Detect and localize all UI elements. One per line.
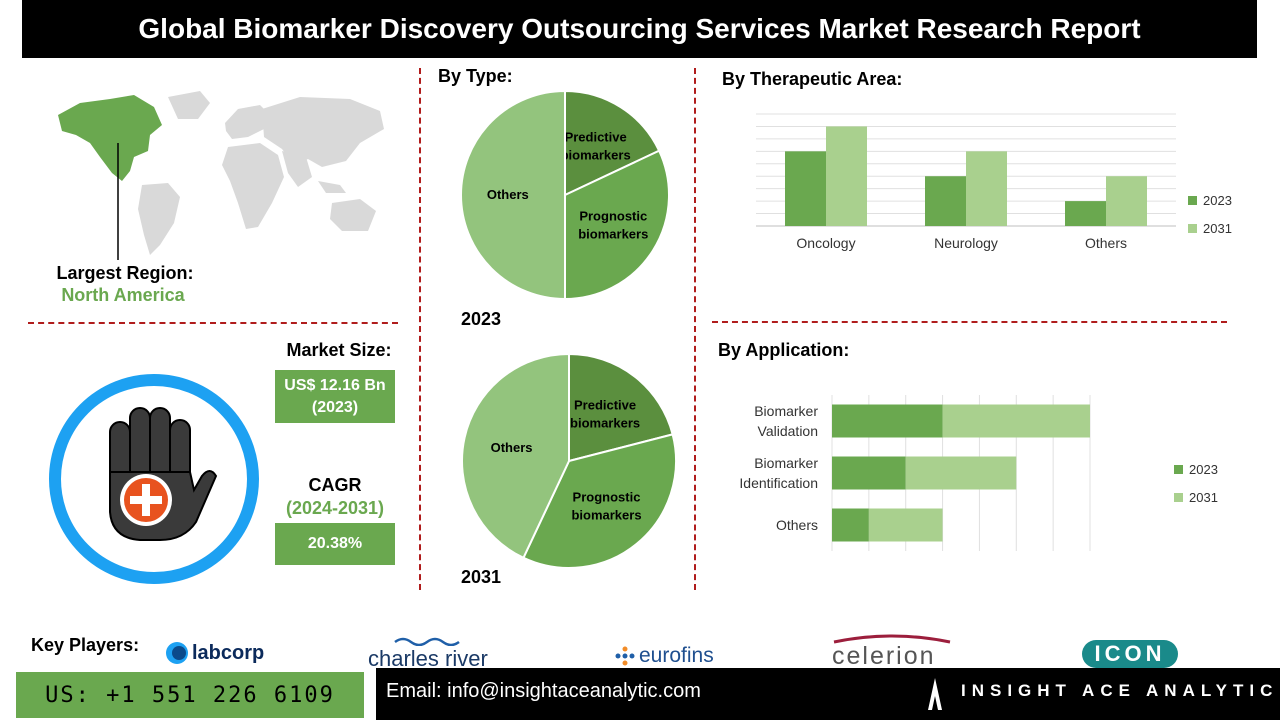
by-type-title: By Type:	[438, 66, 513, 86]
bar-neurology-2023	[925, 176, 966, 226]
logo-icon-text: ICON	[1094, 641, 1166, 666]
legend-label: 2031	[1189, 490, 1218, 505]
bar-oncology-2031	[826, 126, 867, 226]
divider-left	[419, 68, 421, 590]
cagr-label: CAGR	[308, 475, 362, 495]
logo-charles-river-text: charles river	[368, 646, 488, 671]
labcorp-icon	[166, 642, 188, 664]
pie-label: Prognostic biomarkers	[578, 209, 648, 242]
divider-left-horizontal	[28, 322, 398, 324]
divider-right	[694, 68, 696, 590]
footer-brand: INSIGHT ACE ANALYTIC	[961, 681, 1279, 700]
logo-icon: ICON	[1082, 640, 1178, 668]
footer-phone: US: +1 551 226 6109	[16, 672, 364, 718]
wave-icon	[394, 637, 460, 646]
logo-celerion-text: celerion	[832, 642, 936, 670]
pie-chart-2031: Predictive biomarkers Prognostic biomarkers…	[461, 352, 677, 569]
pie-year-2031: 2031	[461, 567, 502, 587]
logo-celerion: celerion	[832, 634, 952, 670]
pie-year-2023: 2023	[461, 309, 502, 329]
bar-biomarker-identification-2031	[905, 456, 1017, 490]
hand-plus-icon	[49, 374, 259, 584]
x-tick-label: Neurology	[934, 235, 998, 251]
market-size-year: (2023)	[311, 398, 359, 416]
bar-biomarker-identification-2023	[832, 456, 906, 490]
world-map	[58, 91, 384, 260]
pie-slice-prognostic-biomarkers	[564, 149, 670, 301]
pie-slice-others	[460, 89, 566, 301]
legend-label: 2023	[1189, 462, 1218, 477]
pie-label: Others	[487, 187, 529, 202]
by-therapeutic-title: By Therapeutic Area:	[722, 69, 903, 89]
bar-others-2023	[832, 508, 869, 542]
pie-chart-2023: Predictive biomarkers Prognostic biomarkers…	[460, 89, 670, 301]
bar-others-2031	[868, 508, 943, 542]
insight-ace-logo-icon	[928, 678, 942, 710]
legend-swatch	[1174, 465, 1183, 474]
logo-eurofins: eurofins	[614, 644, 714, 668]
logo-labcorp: labcorp	[165, 641, 264, 665]
market-size-value: US$ 12.16 Bn	[284, 376, 386, 394]
market-size-box: US$ 12.16 Bn (2023)	[275, 370, 395, 423]
pie-slice-prognostic-biomarkers	[522, 433, 677, 569]
x-tick-label: Others	[1085, 235, 1127, 251]
y-tick-label: Biomarker Identification	[739, 455, 818, 491]
therapeutic-bar-chart: Oncology Neurology Others 2023 2031	[756, 113, 1232, 251]
world-map-continents	[138, 91, 384, 255]
bar-others-2023	[1065, 201, 1106, 226]
footer-bar: Email: info@insightaceanalytic.com INSIG…	[376, 668, 1280, 720]
pie-label: Predictive biomarkers	[561, 130, 631, 163]
cagr-period: (2024-2031)	[285, 498, 385, 518]
pie-label: Predictive biomarkers	[570, 397, 640, 430]
legend-swatch	[1188, 224, 1197, 233]
eurofins-icon	[615, 646, 635, 666]
swoosh-icon	[833, 634, 951, 644]
largest-region-value: North America	[61, 285, 185, 305]
legend-label: 2023	[1203, 193, 1232, 208]
cagr-value: 20.38%	[275, 523, 395, 565]
footer-email: Email: info@insightaceanalytic.com	[386, 680, 701, 702]
pie-slice-predictive-biomarkers	[564, 89, 661, 197]
bar-biomarker-validation-2023	[832, 404, 943, 438]
ring-icon	[49, 374, 259, 584]
bar-biomarker-validation-2031	[942, 404, 1090, 438]
pie-slice-predictive-biomarkers	[568, 352, 674, 463]
logo-charles-river: charles river	[368, 634, 488, 672]
legend-swatch	[1174, 493, 1183, 502]
y-tick-label: Biomarker Validation	[754, 403, 818, 439]
pie-label: Others	[491, 440, 533, 455]
legend-swatch	[1188, 196, 1197, 205]
by-application-title: By Application:	[718, 340, 850, 360]
bar-others-2031	[1106, 176, 1147, 226]
logo-eurofins-text: eurofins	[639, 644, 714, 667]
pie-label: Prognostic biomarkers	[571, 489, 641, 522]
market-size-label: Market Size:	[286, 340, 392, 360]
hand-icon	[109, 407, 218, 541]
bar-neurology-2031	[966, 151, 1007, 226]
y-tick-label: Others	[776, 517, 818, 533]
logo-labcorp-text: labcorp	[192, 641, 265, 664]
x-tick-label: Oncology	[796, 235, 855, 251]
application-bar-chart: Biomarker Validation Biomarker Identificati…	[739, 395, 1218, 551]
legend-label: 2031	[1203, 221, 1232, 236]
largest-region-label: Largest Region:	[56, 263, 194, 283]
page-title: Global Biomarker Discovery Outsourcing S…	[22, 0, 1257, 58]
bar-oncology-2023	[785, 151, 826, 226]
divider-right-horizontal	[712, 321, 1227, 323]
north-america-shape	[58, 95, 162, 181]
pie-slice-others	[461, 352, 570, 560]
key-players-label: Key Players:	[31, 635, 140, 655]
